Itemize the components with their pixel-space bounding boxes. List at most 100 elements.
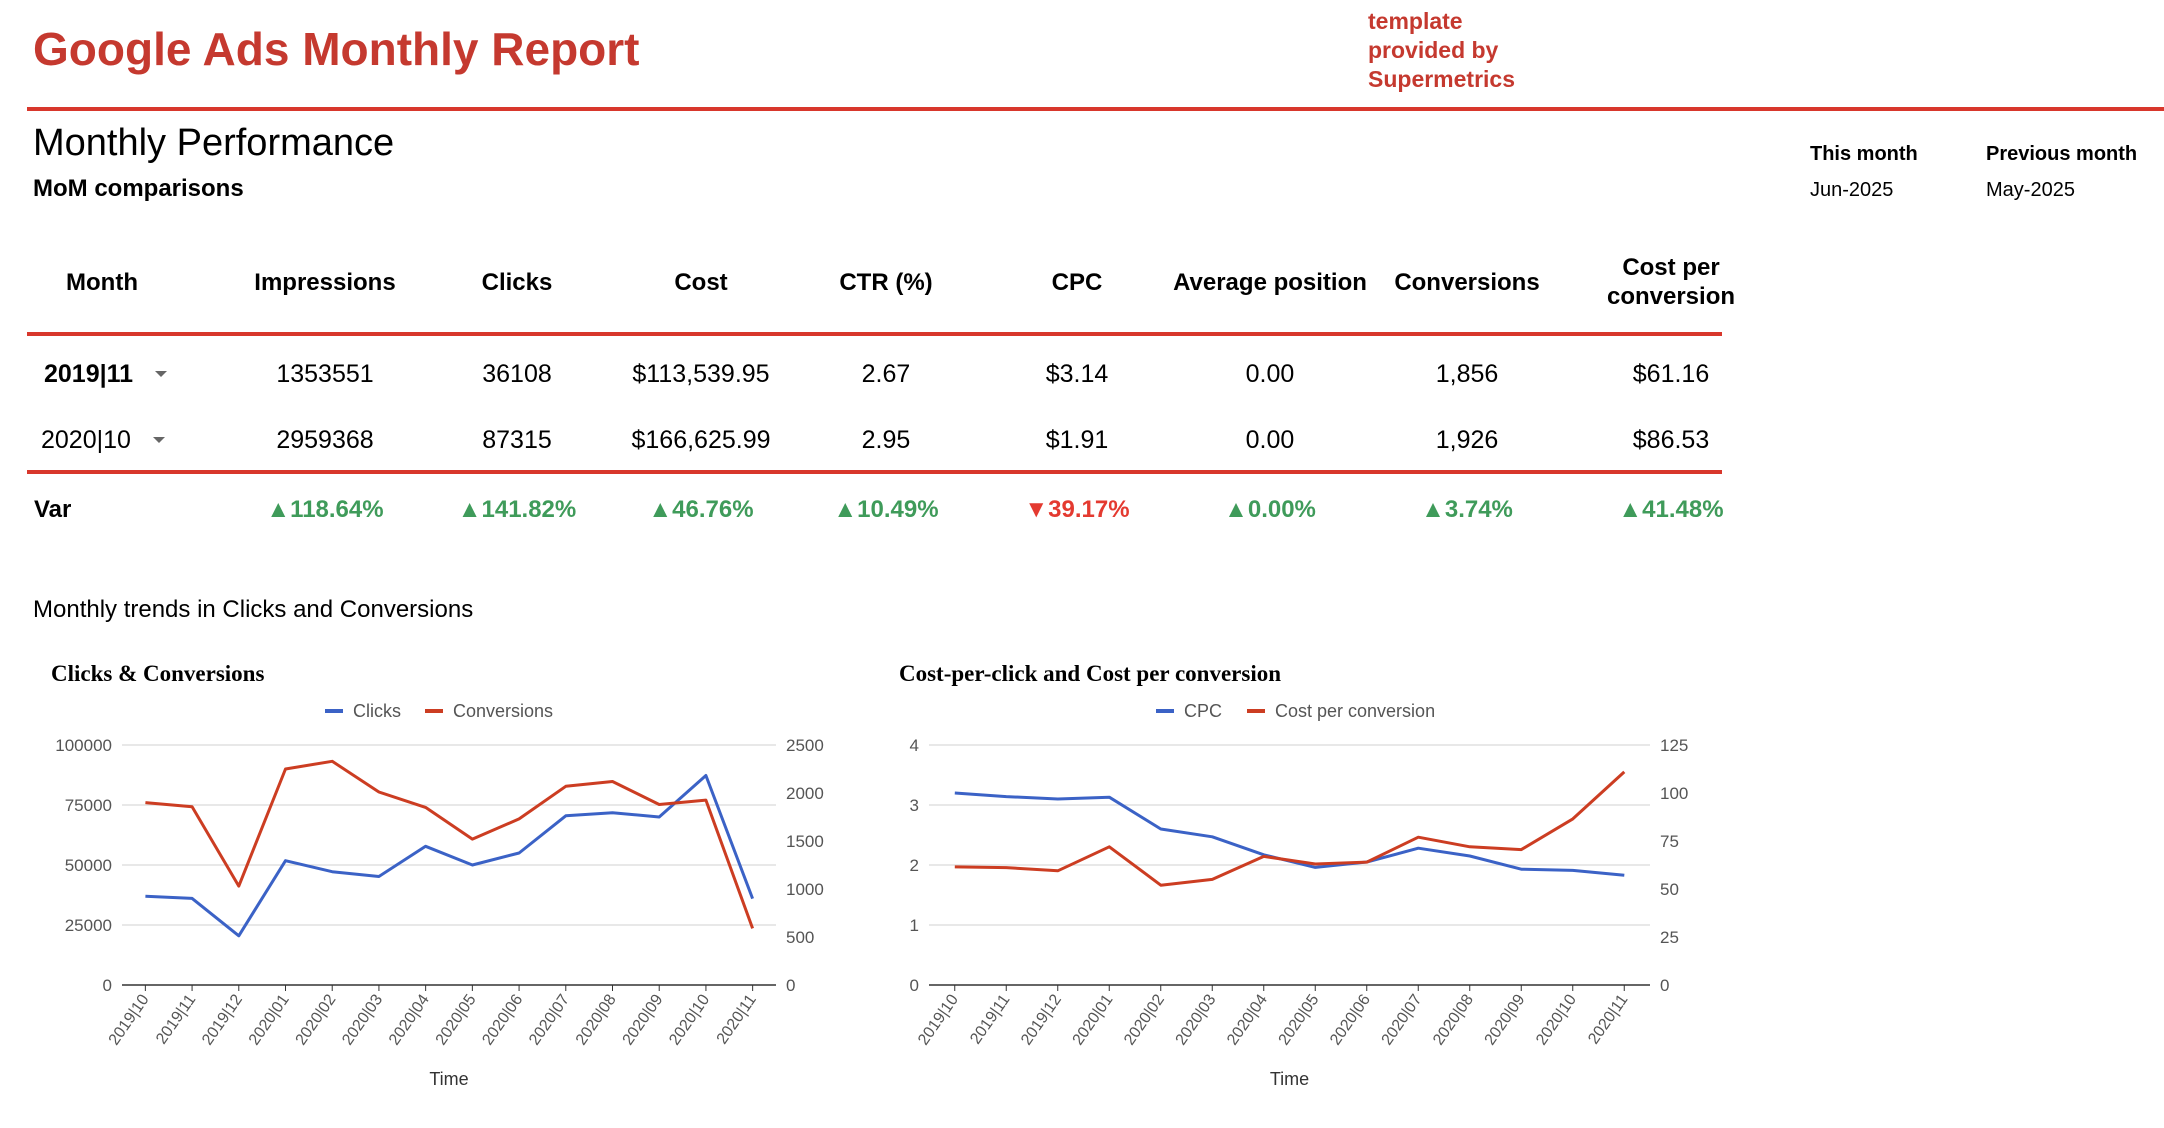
avg-position-cell: 0.00 [1245, 425, 1295, 454]
chart-svg: 0 25000 50000 75000 100000 0 500 1000 1500 2000 25… [55, 701, 824, 1089]
cpc-cost-per-conversion-chart[interactable]: Cost-per-click and Cost per conversion 0… [890, 655, 1710, 1095]
cost-cell: $113,539.95 [632, 359, 770, 388]
x-tick-label: 2020|07 [526, 991, 573, 1048]
series-line [145, 774, 755, 938]
column-header: Cost [674, 268, 728, 296]
clicks-conversions-chart[interactable]: Clicks & Conversions 0 25000 50000 75000 100… [40, 655, 860, 1095]
x-axis-title: Time [429, 1069, 468, 1089]
column-header: Conversions [1394, 268, 1540, 296]
cpc-cell: $3.14 [1045, 359, 1109, 388]
legend-label: Cost per conversion [1275, 701, 1435, 721]
x-tick-label: 2019|11 [153, 991, 199, 1047]
y-tick-label-right: 500 [786, 928, 814, 947]
x-tick-label: 2020|04 [1224, 991, 1271, 1048]
x-tick-label: 2020|01 [246, 991, 293, 1048]
chevron-down-icon[interactable] [155, 371, 168, 377]
x-tick-label: 2020|11 [1585, 991, 1631, 1047]
y-tick-label-left: 3 [910, 796, 919, 815]
legend-label: CPC [1184, 701, 1222, 721]
x-tick-label: 2020|08 [573, 991, 620, 1048]
up-arrow-icon: ▲ [457, 496, 482, 523]
legend-swatch [325, 709, 343, 713]
table-header-row: Month Impressions Clicks Cost CTR (%) CP… [27, 226, 1735, 338]
y-tick-label-right: 0 [786, 976, 795, 995]
variance-avg-position: ▲ 0.00% [1224, 496, 1316, 523]
this-month-label: This month [1810, 143, 1918, 165]
table-row: 2019|11 1353551 36108 $113,539.95 2.67 $… [27, 346, 1722, 402]
x-tick-label: 2020|01 [1070, 991, 1117, 1048]
y-tick-label-right: 25 [1660, 928, 1679, 947]
y-tick-label-left: 25000 [65, 916, 112, 935]
up-arrow-icon: ▲ [648, 496, 673, 523]
cost-per-conversion-cell: $61.16 [1632, 359, 1710, 388]
up-arrow-icon: ▲ [1421, 496, 1445, 523]
legend-label: Clicks [353, 701, 401, 721]
y-tick-label-left: 75000 [65, 796, 112, 815]
variance-cost-per-conversion: ▲ 41.48% [1618, 496, 1724, 523]
x-tick-label: 2020|03 [1173, 991, 1220, 1048]
template-credit[interactable]: template provided by Supermetrics [1368, 7, 1628, 94]
y-tick-label-left: 0 [910, 976, 919, 995]
month-selector[interactable]: 2019|11 [27, 346, 207, 402]
column-header: Clicks [481, 268, 553, 296]
y-tick-label-left: 4 [910, 736, 919, 755]
y-tick-label-right: 2500 [786, 736, 824, 755]
x-tick-label: 2020|10 [666, 991, 713, 1048]
impressions-cell: 1353551 [276, 359, 374, 388]
y-tick-label-right: 50 [1660, 880, 1679, 899]
x-axis-title: Time [1270, 1069, 1309, 1089]
ctr-cell: 2.95 [861, 425, 911, 454]
variance-impressions: ▲ 118.64% [266, 496, 384, 523]
y-tick-label-right: 125 [1660, 736, 1688, 755]
impressions-cell: 2959368 [276, 425, 374, 454]
column-header: Month [66, 268, 138, 296]
variance-ctr: ▲ 10.49% [833, 496, 939, 523]
section-title: Monthly Performance [33, 122, 395, 164]
conversions-cell: 1,926 [1435, 425, 1499, 454]
previous-month-value: May-2025 [1986, 179, 2075, 201]
variance-cost: ▲ 46.76% [648, 496, 754, 523]
previous-month-label: Previous month [1986, 143, 2138, 165]
x-tick-label: 2020|02 [1121, 991, 1168, 1048]
x-tick-label: 2020|03 [339, 991, 386, 1048]
variance-label: Var [34, 496, 72, 523]
legend-swatch [1247, 709, 1265, 713]
x-tick-label: 2020|07 [1379, 991, 1426, 1048]
y-tick-label-right: 2000 [786, 784, 824, 803]
chart-title: Cost-per-click and Cost per conversion [899, 661, 1282, 686]
series-line [954, 770, 1626, 887]
trends-title: Monthly trends in Clicks and Conversions [33, 596, 474, 623]
variance-cpc: ▼ 39.17% [1024, 496, 1130, 523]
chevron-down-icon[interactable] [152, 437, 165, 443]
series-line [145, 759, 755, 929]
avg-position-cell: 0.00 [1245, 359, 1295, 388]
column-header: CPC [1051, 268, 1103, 296]
up-arrow-icon: ▲ [1618, 496, 1643, 523]
x-tick-label: 2019|10 [915, 991, 962, 1048]
legend-swatch [425, 709, 443, 713]
x-tick-label: 2019|10 [106, 991, 153, 1048]
month-value: 2019|11 [44, 359, 134, 388]
x-tick-label: 2019|11 [967, 991, 1013, 1047]
variance-conversions: ▲ 3.74% [1421, 496, 1513, 523]
y-tick-label-left: 100000 [55, 736, 112, 755]
x-tick-label: 2020|05 [433, 991, 480, 1048]
y-tick-label-left: 2 [910, 856, 919, 875]
credit-line-3: Supermetrics [1368, 66, 1516, 92]
cost-cell: $166,625.99 [631, 425, 771, 454]
y-tick-label-left: 0 [103, 976, 112, 995]
cost-per-conversion-cell: $86.53 [1632, 425, 1710, 454]
month-selector[interactable]: 2020|10 [27, 412, 207, 468]
x-tick-label: 2020|09 [1482, 991, 1529, 1048]
x-tick-label: 2020|08 [1430, 991, 1477, 1048]
y-tick-label-right: 0 [1660, 976, 1669, 995]
credit-line-1: template [1368, 8, 1463, 34]
legend-swatch [1156, 709, 1174, 713]
y-tick-label-right: 100 [1660, 784, 1688, 803]
section-subtitle: MoM comparisons [33, 175, 244, 202]
x-tick-label: 2020|06 [1327, 991, 1374, 1048]
x-tick-label: 2019|12 [1018, 991, 1065, 1048]
column-header: CTR (%) [839, 268, 933, 296]
table-row: 2020|10 2959368 87315 $166,625.99 2.95 $… [27, 412, 1722, 468]
